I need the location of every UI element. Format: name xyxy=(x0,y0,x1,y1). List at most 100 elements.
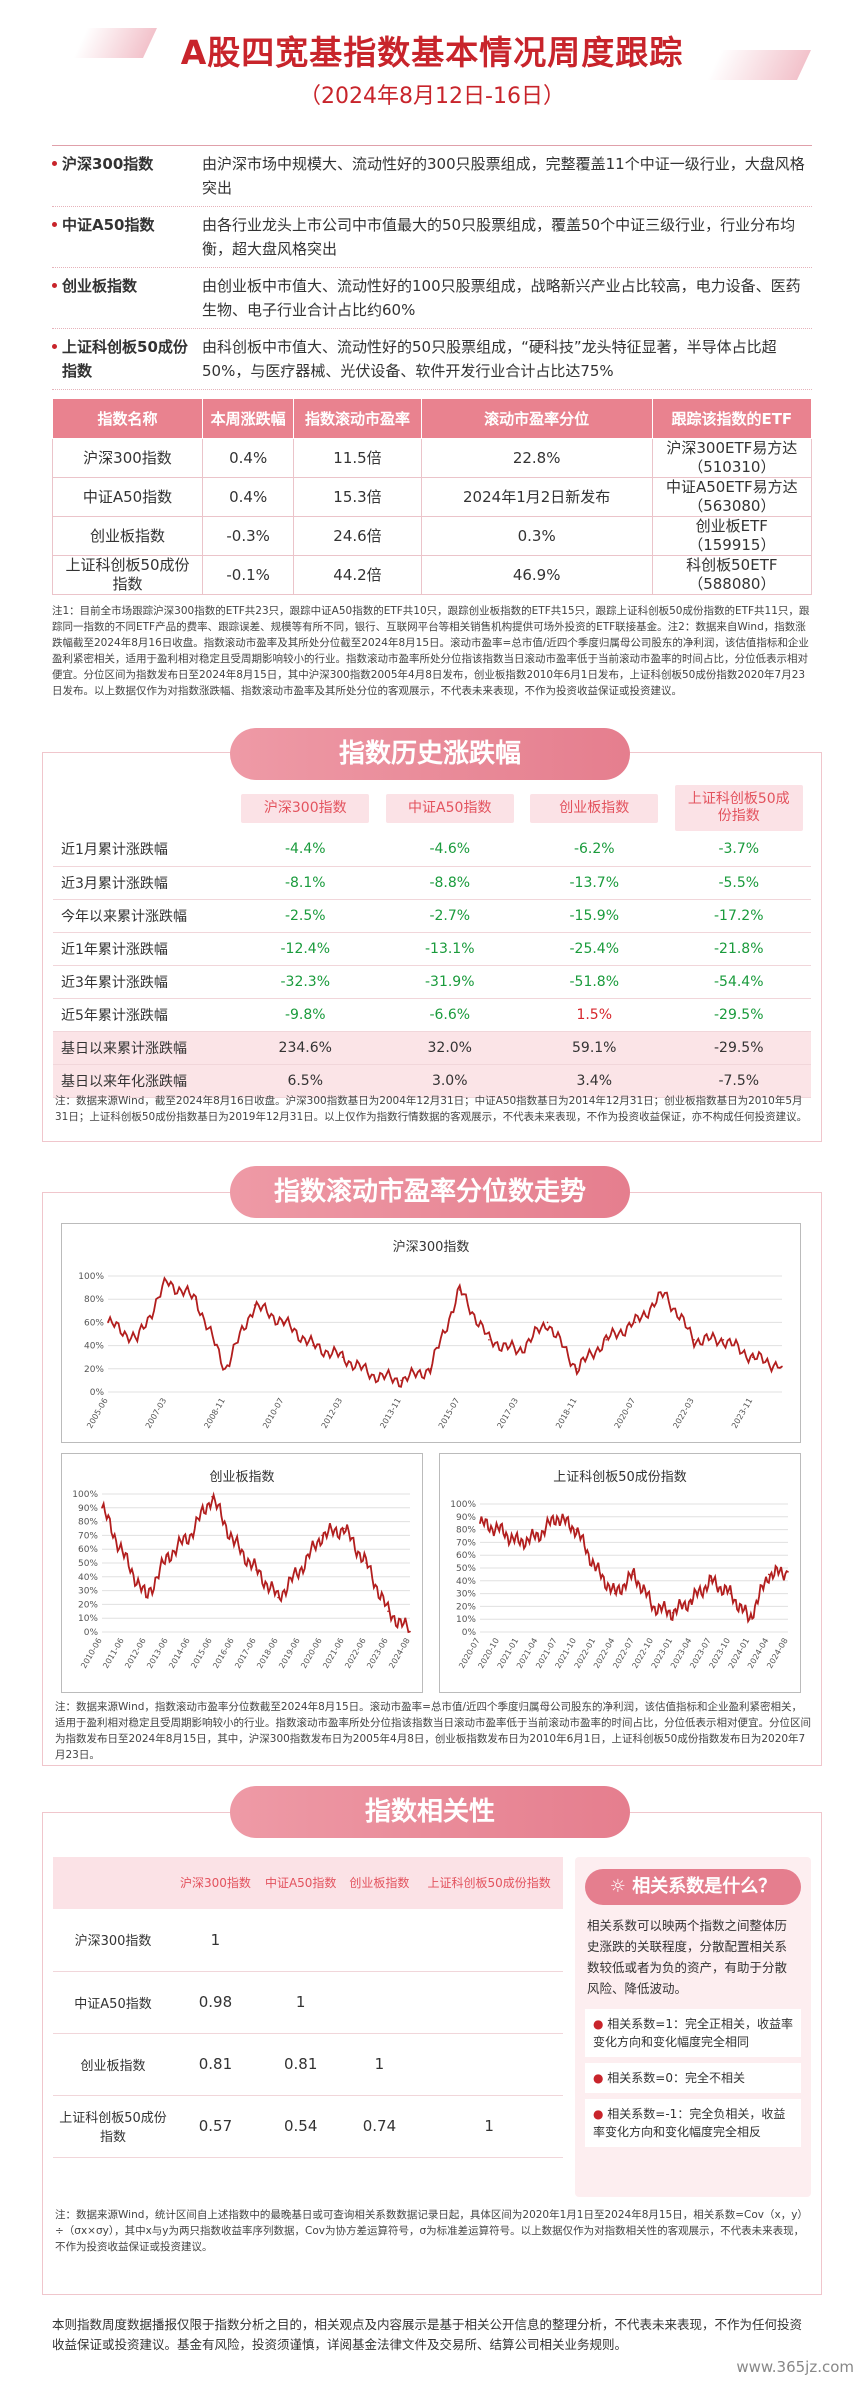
value-cell: 0.98 xyxy=(173,1971,258,2034)
row-label: 近3月累计涨跌幅 xyxy=(53,866,233,900)
page-title: A股四宽基指数基本情况周度跟踪 xyxy=(180,33,684,72)
correlation-table: 沪深300指数 中证A50指数 创业板指数 上证科创板50成份指数 沪深300指… xyxy=(53,1857,563,2158)
data-point xyxy=(123,1555,125,1557)
value-cell: 3.0% xyxy=(377,1064,522,1098)
row-label: 基日以来年化涨跌幅 xyxy=(53,1064,233,1098)
data-point xyxy=(751,1356,754,1358)
bullet-icon: ● xyxy=(593,2071,608,2085)
definition-text: 由沪深市场中规模大、流动性好的300只股票组成，完整覆盖11个中证一级行业，大盘… xyxy=(202,155,805,197)
table-row: 基日以来累计涨跌幅 234.6% 32.0% 59.1% -29.5% xyxy=(53,1031,811,1065)
data-point xyxy=(556,1516,558,1518)
pe-percentile: 2024年1月2日新发布 xyxy=(420,477,653,517)
weekly-change: 0.4% xyxy=(201,438,295,478)
value-cell: -4.4% xyxy=(233,833,378,867)
data-point xyxy=(498,1528,501,1531)
history-section: 沪深300指数 中证A50指数 创业板指数 上证科创板50成份指数 近1月累计涨… xyxy=(42,752,822,1142)
data-point xyxy=(409,1630,411,1633)
value-cell: -31.9% xyxy=(377,965,522,999)
data-point xyxy=(633,1573,635,1576)
y-tick-label: 60% xyxy=(84,1318,104,1328)
explainer-item-text: 相关系数=-1：完全负相关，收益率变化方向和变化幅度完全相反 xyxy=(593,2107,786,2139)
value-cell: 1 xyxy=(173,1909,258,1972)
y-tick-label: 10% xyxy=(78,1614,98,1624)
value-cell: 1 xyxy=(343,2033,416,2096)
definition-name: 沪深300指数 xyxy=(52,152,202,176)
disclaimer: 本则指数周度数据播报仅限于指数分析之目的，相关观点及内容展示是基于相关公开信息的… xyxy=(52,2317,803,2352)
table-header-row: 指数名称 本周涨跌幅 指数滚动市盈率 滚动市盈率分位 跟踪该指数的ETF xyxy=(52,398,813,439)
y-tick-label: 30% xyxy=(456,1590,476,1600)
series-line xyxy=(479,1513,789,1624)
table-header-row: 沪深300指数 中证A50指数 创业板指数 上证科创板50成份指数 xyxy=(53,1857,563,1909)
value-cell: -6.6% xyxy=(377,998,522,1032)
data-point xyxy=(167,1555,169,1557)
row-label: 近1年累计涨跌幅 xyxy=(53,932,233,966)
x-tick-label: 2024-08 xyxy=(387,1637,412,1670)
explainer-item: ● 相关系数=1：完全正相关，收益率变化方向和变化幅度完全相同 xyxy=(585,2009,801,2057)
x-tick-label: 2021-06 xyxy=(321,1637,346,1670)
data-point xyxy=(546,1321,549,1324)
data-point xyxy=(312,1344,314,1347)
x-tick-label: 2022-06 xyxy=(343,1637,368,1670)
table-header: 创业板指数 xyxy=(343,1857,416,1909)
value-cell: -54.4% xyxy=(666,965,811,999)
x-tick-label: 2018-06 xyxy=(255,1637,280,1670)
y-tick-label: 50% xyxy=(78,1559,98,1569)
definition-row: 上证科创板50成份指数 由科创板中市值大、流动性好的50只股票组成，“硬科技”龙… xyxy=(52,329,812,390)
pe-trend-banner: 指数滚动市盈率分位数走势 xyxy=(230,1166,630,1218)
value-cell: 1.5% xyxy=(522,998,667,1032)
summary-table: 指数名称 本周涨跌幅 指数滚动市盈率 滚动市盈率分位 跟踪该指数的ETF 沪深3… xyxy=(52,398,813,595)
y-tick-label: 90% xyxy=(78,1504,98,1514)
row-label: 沪深300指数 xyxy=(53,1909,173,1972)
data-point xyxy=(781,1365,783,1368)
explainer-text: 相关系数可以映两个指数之间整体历史涨跌的关联程度，分散配置相关系数较低或者为负的… xyxy=(587,1918,788,1996)
y-tick-label: 20% xyxy=(78,1600,98,1610)
data-point xyxy=(575,1528,578,1531)
value-cell: -9.8% xyxy=(233,998,378,1032)
bullet-icon: ● xyxy=(593,2017,608,2031)
data-point xyxy=(663,1292,666,1295)
data-point xyxy=(748,1618,751,1620)
table-header-empty xyxy=(53,783,233,833)
series-line xyxy=(101,1491,411,1634)
data-point xyxy=(283,1321,285,1324)
data-point xyxy=(767,1573,770,1576)
value-cell: -13.7% xyxy=(522,866,667,900)
y-tick-label: 80% xyxy=(84,1295,104,1305)
definition-row: 创业板指数 由创业板中市值大、流动性好的100只股票组成，战略新兴产业占比较高，… xyxy=(52,268,812,329)
data-point xyxy=(613,1592,616,1595)
data-point xyxy=(729,1592,732,1595)
value-cell: -15.9% xyxy=(522,899,667,933)
value-cell: -29.5% xyxy=(666,998,811,1032)
table-header: 中证A50指数 xyxy=(378,783,523,833)
data-point xyxy=(576,1368,578,1370)
definition-text: 由创业板中市值大、流动性好的100只股票组成，战略新兴产业占比较高，电力设备、医… xyxy=(202,277,801,319)
x-tick-label: 2011-06 xyxy=(101,1637,126,1670)
data-point xyxy=(101,1507,103,1509)
y-tick-label: 70% xyxy=(456,1538,476,1548)
etf-code: （588080） xyxy=(688,575,776,593)
data-point xyxy=(211,1495,213,1498)
y-tick-label: 40% xyxy=(456,1577,476,1587)
table-row: 创业板指数 0.81 0.81 1 xyxy=(53,2033,563,2096)
correlation-explainer: ☼ 相关系数是什么？ 相关系数可以映两个指数之间整体历史涨跌的关联程度，分散配置… xyxy=(575,1857,811,2197)
explainer-item: ● 相关系数=0：完全不相关 xyxy=(585,2063,801,2093)
data-point xyxy=(277,1596,279,1599)
row-label: 近1月累计涨跌幅 xyxy=(53,833,233,867)
table-row: 近5年累计涨跌幅 -9.8% -6.6% 1.5% -29.5% xyxy=(53,998,811,1032)
pe-percentile: 22.8% xyxy=(420,438,653,478)
page-header: A股四宽基指数基本情况周度跟踪 （2024年8月12日-16日） xyxy=(0,0,864,115)
explainer-item: ● 相关系数=-1：完全负相关，收益率变化方向和变化幅度完全相反 xyxy=(585,2099,801,2147)
y-tick-label: 40% xyxy=(78,1573,98,1583)
value-cell xyxy=(257,1909,344,1972)
data-point xyxy=(136,1339,139,1341)
data-point xyxy=(517,1541,520,1544)
history-banner: 指数历史涨跌幅 xyxy=(230,728,630,780)
row-label: 近5年累计涨跌幅 xyxy=(53,998,233,1032)
x-tick-label: 2012-03 xyxy=(320,1397,345,1430)
value-cell: -7.5% xyxy=(666,1064,811,1098)
value-cell: 0.81 xyxy=(173,2033,258,2096)
table-row: 基日以来年化涨跌幅 6.5% 3.0% 3.4% -7.5% xyxy=(53,1064,811,1098)
value-cell xyxy=(343,1909,416,1972)
table-header: 沪深300指数 xyxy=(173,1857,258,1909)
value-cell: -17.2% xyxy=(666,899,811,933)
